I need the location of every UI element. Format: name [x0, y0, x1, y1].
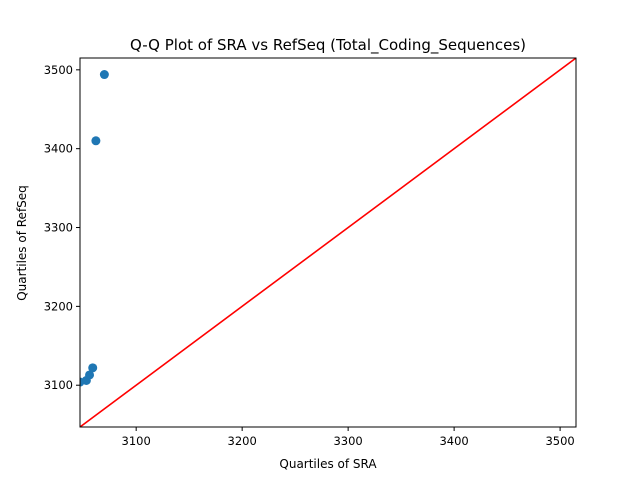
data-point-4 — [91, 136, 101, 146]
y-axis-label: Quartiles of RefSeq — [15, 185, 29, 301]
data-point-5 — [99, 70, 109, 80]
y-tick-label-3: 3400 — [44, 142, 73, 156]
y-tick-label-4: 3500 — [44, 63, 73, 77]
x-tick-label-0: 3100 — [122, 434, 151, 448]
chart-title: Q-Q Plot of SRA vs RefSeq (Total_Coding_… — [130, 36, 526, 55]
x-tick-label-4: 3500 — [545, 434, 574, 448]
x-axis-label: Quartiles of SRA — [279, 457, 377, 471]
x-tick-label-2: 3300 — [333, 434, 362, 448]
y-tick-label-1: 3200 — [44, 299, 73, 313]
y-tick-label-2: 3300 — [44, 221, 73, 235]
reference-line — [80, 58, 576, 427]
data-point-3 — [88, 363, 98, 373]
x-tick-label-1: 3200 — [228, 434, 257, 448]
data-point-2 — [85, 370, 95, 380]
plot-frame — [79, 57, 577, 428]
x-tick-label-3: 3400 — [439, 434, 468, 448]
y-tick-label-0: 3100 — [44, 378, 73, 392]
